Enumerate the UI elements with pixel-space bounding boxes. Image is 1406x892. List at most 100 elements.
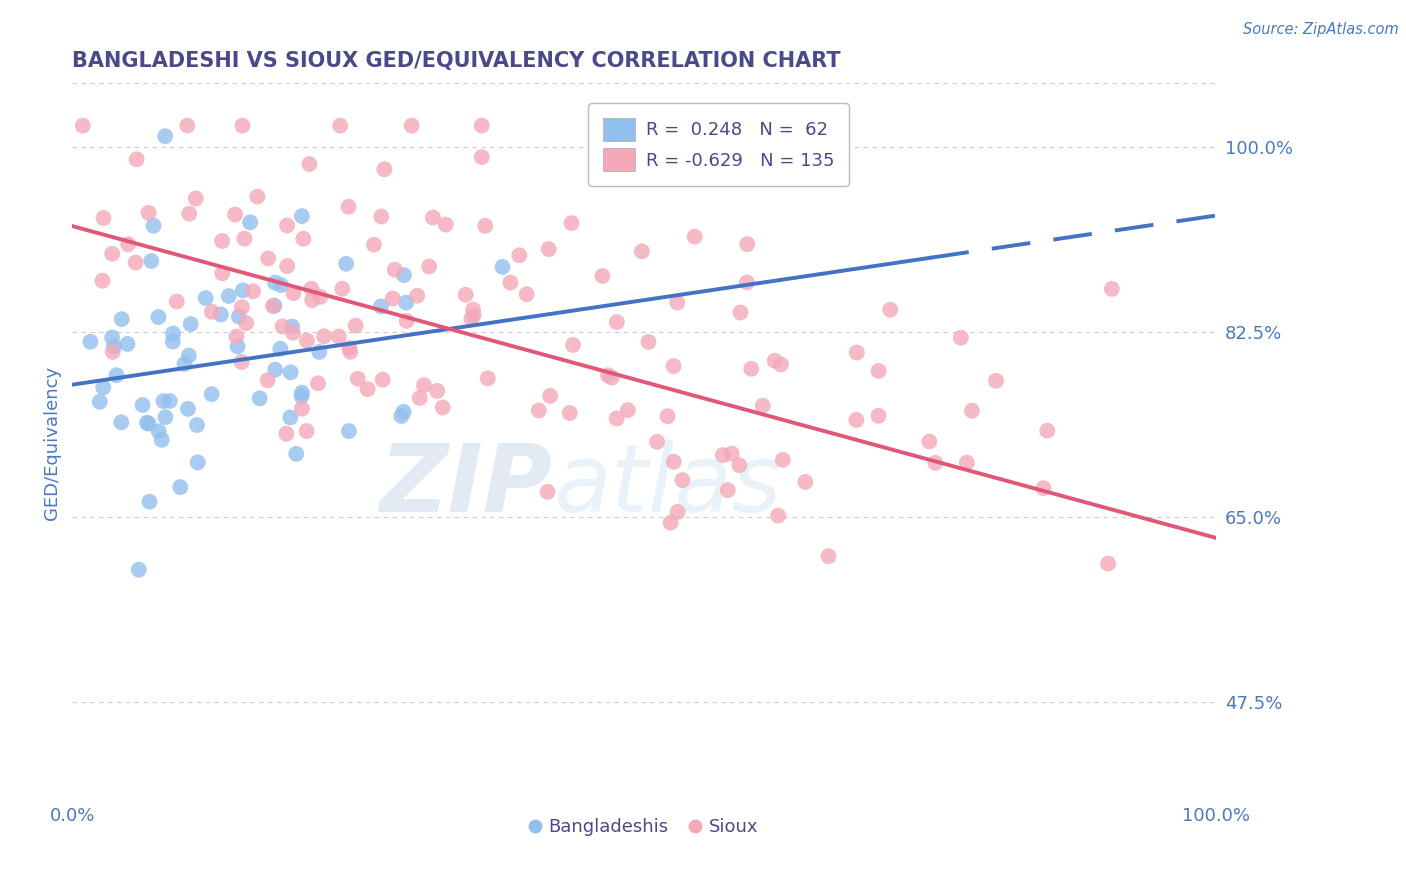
Point [218,289,240,303]
Point [169,480,191,494]
Point [228,310,250,324]
Point [395,314,418,328]
Point [295,424,318,438]
Point [666,295,689,310]
Point [249,392,271,406]
Point [346,372,368,386]
Point [728,458,751,473]
Point [666,505,689,519]
Point [769,358,792,372]
Point [155,410,177,425]
Point [177,401,200,416]
Point [817,549,839,564]
Point [141,254,163,268]
Point [794,475,817,489]
Point [235,316,257,330]
Point [471,150,494,164]
Point [211,234,233,248]
Point [299,282,322,296]
Point [224,208,246,222]
Point [432,401,454,415]
Point [79,334,101,349]
Point [312,329,335,343]
Point [271,319,294,334]
Point [276,426,298,441]
Point [176,119,198,133]
Point [276,219,298,233]
Point [356,382,378,396]
Point [280,365,302,379]
Point [330,282,353,296]
Point [276,259,298,273]
Point [262,299,284,313]
Point [392,405,415,419]
Point [283,286,305,301]
Point [558,406,581,420]
Point [418,260,440,274]
Point [101,330,124,344]
Point [128,563,150,577]
Point [384,262,406,277]
Point [683,229,706,244]
Point [516,287,538,301]
Point [186,417,208,432]
Point [671,473,693,487]
Point [138,205,160,219]
Point [93,211,115,225]
Point [285,447,308,461]
Point [291,209,314,223]
Point [491,260,513,274]
Point [117,237,139,252]
Point [136,416,159,430]
Point [281,326,304,340]
Point [339,344,361,359]
Point [184,192,207,206]
Point [633,138,655,153]
Point [101,344,124,359]
Point [89,394,111,409]
Point [278,410,301,425]
Point [337,424,360,438]
Point [263,299,285,313]
Point [269,342,291,356]
Point [918,434,941,449]
Point [124,255,146,269]
Point [239,215,262,229]
Point [536,484,558,499]
Point [596,368,619,383]
Point [291,385,314,400]
Text: atlas: atlas [553,441,780,532]
Point [879,302,901,317]
Point [226,339,249,353]
Point [105,368,128,383]
Point [401,119,423,133]
Point [717,483,740,497]
Point [270,278,292,293]
Point [103,339,125,353]
Point [1036,424,1059,438]
Point [763,353,786,368]
Legend: Bangladeshis, Sioux: Bangladeshis, Sioux [523,811,765,844]
Point [337,200,360,214]
Point [281,319,304,334]
Point [868,364,890,378]
Point [231,355,253,369]
Point [924,456,946,470]
Y-axis label: GED/Equivalency: GED/Equivalency [44,366,60,520]
Point [177,349,200,363]
Point [363,237,385,252]
Point [868,409,890,423]
Point [463,302,485,317]
Point [752,399,775,413]
Point [389,409,412,423]
Point [460,312,482,326]
Point [740,361,762,376]
Point [329,119,352,133]
Point [406,288,429,302]
Point [131,398,153,412]
Point [166,294,188,309]
Point [422,211,444,225]
Text: Source: ZipAtlas.com: Source: ZipAtlas.com [1243,22,1399,37]
Point [392,268,415,282]
Point [845,345,868,359]
